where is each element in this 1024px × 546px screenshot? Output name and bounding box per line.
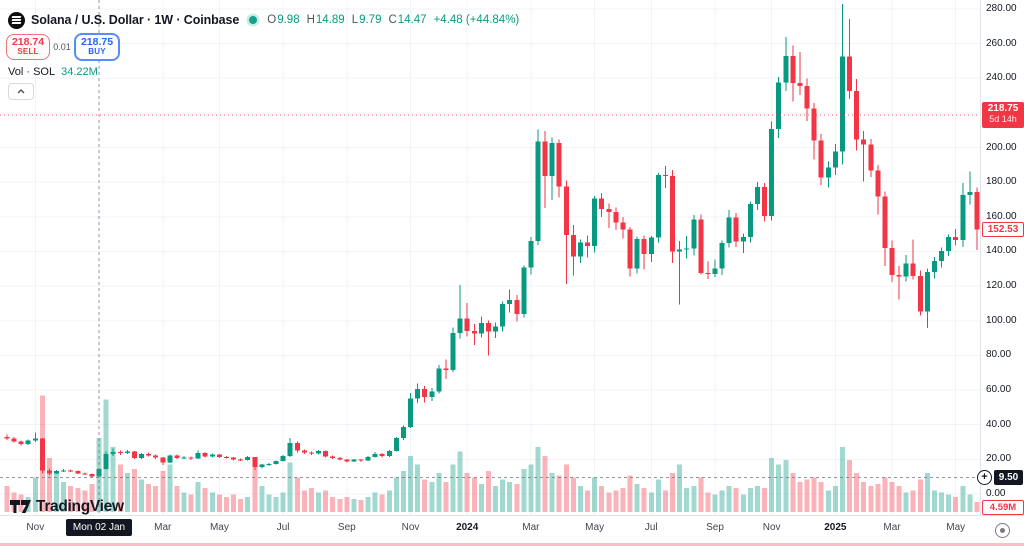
price-tick-label: 40.00: [986, 418, 1012, 430]
time-tick-label: Jul: [644, 522, 658, 533]
tradingview-glyph-icon: [10, 500, 31, 513]
price-tick-label: 60.00: [986, 384, 1012, 396]
buy-button[interactable]: 218.75 BUY: [74, 32, 120, 62]
price-chart[interactable]: [0, 0, 980, 546]
time-tick-label: 2025: [824, 522, 847, 533]
volume-study-value: 34.22M: [61, 66, 98, 78]
price-tick-label: 280.00: [986, 2, 1017, 14]
trade-panel: 218.74 SELL 0.01 218.75 BUY: [6, 32, 519, 62]
bottom-pane-divider: [0, 543, 1024, 546]
price-tick-label: 140.00: [986, 245, 1017, 257]
last-volume-label: 4.59M: [982, 500, 1024, 515]
current-price-value: 218.75: [987, 103, 1019, 114]
price-tick-label: 160.00: [986, 210, 1017, 222]
current-price-countdown-label: 218.75 5d 14h: [982, 102, 1024, 128]
price-tick-label: 200.00: [986, 141, 1017, 153]
time-tick-label: May: [209, 522, 229, 533]
tradingview-logo[interactable]: TradingView: [10, 497, 124, 516]
time-tick-label: Mar: [522, 522, 540, 533]
bar-countdown: 5d 14h: [989, 114, 1017, 124]
collapse-legend-button[interactable]: [8, 83, 34, 100]
time-tick-label: May: [585, 522, 605, 533]
time-tick-label: Sep: [337, 522, 356, 533]
market-status-icon[interactable]: [249, 16, 258, 24]
ohlc-item: O9.98: [267, 14, 300, 26]
time-tick-label: Sep: [706, 522, 724, 533]
symbol-row: Solana / U.S. Dollar · 1W · Coinbase O9.…: [8, 10, 519, 30]
solana-logo-icon: [8, 11, 25, 29]
price-tick-label: 80.00: [986, 349, 1012, 361]
price-axis[interactable]: 218.75 5d 14h 152.53 + 9.50 4.59M 280.00…: [977, 0, 1024, 515]
ohlc-item: H14.89: [306, 14, 345, 26]
time-tick-label: May: [946, 522, 966, 533]
price-tick-label: 260.00: [986, 37, 1017, 49]
price-tick-label: 240.00: [986, 72, 1017, 84]
symbol-title[interactable]: Solana / U.S. Dollar · 1W · Coinbase: [31, 13, 240, 27]
last-price-label: 152.53: [982, 222, 1024, 237]
sell-price: 218.74: [11, 35, 45, 48]
buy-label: BUY: [88, 46, 106, 56]
time-axis[interactable]: Mon 02 Jan '23 Nov Mar May Jul Sep Nov 2024 Mar…: [0, 515, 1024, 546]
time-tick-label: Mar: [154, 522, 172, 533]
chevron-up-icon: [17, 89, 25, 94]
buy-price: 218.75: [80, 35, 114, 48]
volume-study-label[interactable]: Vol · SOL: [8, 66, 56, 78]
spread-value: 0.01: [53, 42, 71, 52]
tradingview-logo-text: TradingView: [36, 497, 124, 515]
ohlc-item: C14.47: [388, 14, 427, 26]
price-tick-label: 100.00: [986, 314, 1017, 326]
price-tick-label: 0.00: [986, 488, 1006, 499]
volume-series: [4, 395, 980, 512]
time-tick-label: Mar: [883, 522, 901, 533]
crosshair-price-label: 9.50: [994, 470, 1023, 485]
chart-legend: Solana / U.S. Dollar · 1W · Coinbase O9.…: [6, 10, 519, 100]
time-tick-label: Jul: [276, 522, 290, 533]
price-tick-label: 120.00: [986, 280, 1017, 292]
crosshair-date-label: Mon 02 Jan '23: [66, 519, 132, 546]
price-tick-label: 180.00: [986, 176, 1017, 188]
sell-label: SELL: [17, 46, 39, 56]
sell-button[interactable]: 218.74 SELL: [6, 33, 50, 61]
time-tick-label: Nov: [26, 522, 45, 533]
ohlc-values: O9.98 H14.89 L9.79 C14.47 +4.48 (+44.84%): [267, 14, 519, 26]
change-value: +4.48 (+44.84%): [433, 14, 520, 26]
price-tick-label: 20.00: [986, 453, 1012, 465]
ohlc-item: L9.79: [351, 14, 382, 26]
timezone-scope-icon[interactable]: [995, 523, 1010, 538]
volume-row: Vol · SOL 34.22M: [8, 66, 519, 78]
time-tick-label: 2024: [456, 522, 479, 533]
time-tick-label: Nov: [762, 522, 781, 533]
time-tick-label: Nov: [401, 522, 420, 533]
add-alert-plus-icon[interactable]: +: [977, 470, 992, 485]
candlestick-series: [4, 3, 980, 478]
